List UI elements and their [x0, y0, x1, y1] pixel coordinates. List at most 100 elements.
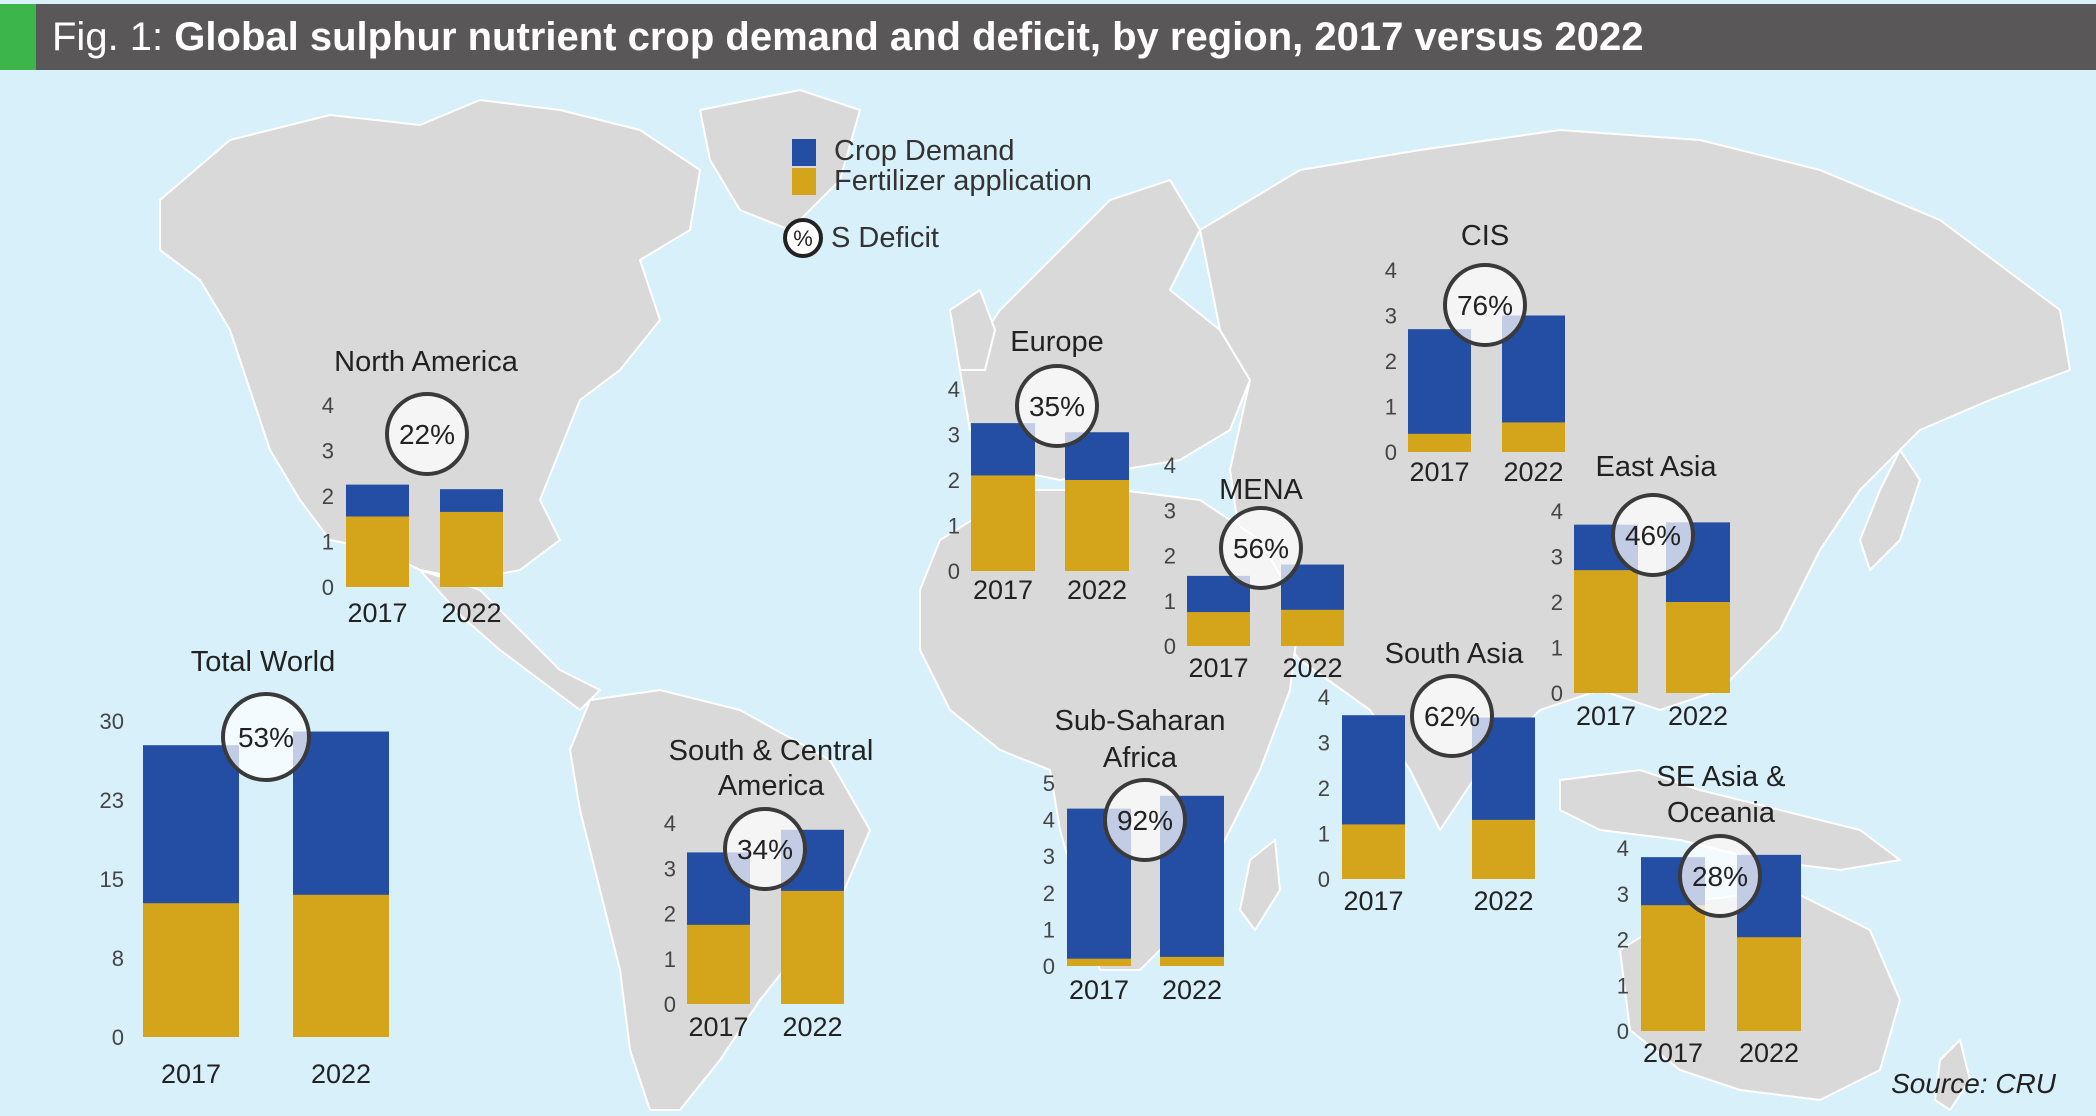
title-accent — [0, 4, 36, 70]
y-tick-label: 2 — [1043, 881, 1055, 906]
y-tick-label: 4 — [322, 393, 334, 418]
y-tick-label: 30 — [100, 709, 124, 734]
bar-fertilizer-2017 — [1408, 433, 1471, 452]
y-tick-label: 4 — [1318, 685, 1330, 710]
y-tick-label: 1 — [1385, 395, 1397, 420]
deficit-circle — [723, 807, 807, 891]
y-tick-label: 3 — [1617, 882, 1629, 907]
bar-fertilizer-2017 — [1574, 570, 1638, 693]
category-label-2022: 2022 — [1503, 457, 1563, 487]
deficit-label: 46% — [1625, 520, 1681, 551]
deficit-circle — [1015, 364, 1099, 448]
y-tick-label: 1 — [1318, 822, 1330, 847]
bar-fertilizer-2017 — [1187, 612, 1250, 646]
y-tick-label: 3 — [1385, 304, 1397, 329]
y-tick-label: 0 — [1617, 1019, 1629, 1044]
y-tick-label: 0 — [664, 992, 676, 1017]
y-tick-label: 4 — [1617, 836, 1629, 861]
region-name: East Asia — [1596, 451, 1718, 483]
y-tick-label: 1 — [1164, 589, 1176, 614]
deficit-circle — [1443, 263, 1527, 347]
deficit-label: 34% — [737, 834, 793, 865]
map-se-asia-islands — [1559, 769, 1901, 871]
chart-mena: 0 1 2 3 4 2017 2022 MENA 56% — [1164, 453, 1344, 683]
deficit-circle — [1103, 778, 1187, 862]
y-tick-label: 2 — [948, 468, 960, 493]
chart-se-asia-and-oceania: 0 1 2 3 4 2017 2022 SE Asia & Oceania 28% — [1617, 761, 1801, 1068]
legend: Crop Demand Fertilizer application % S D… — [783, 135, 1092, 258]
deficit-circle — [1611, 493, 1695, 577]
chart-europe: 0 1 2 3 4 2017 2022 Europe 35% — [948, 326, 1129, 605]
y-tick-label: 4 — [664, 811, 676, 836]
deficit-label: 76% — [1457, 290, 1513, 321]
bar-fertilizer-2022 — [1737, 937, 1801, 1031]
map-new-zealand — [1934, 1039, 1971, 1111]
legend-label-crop-demand: Crop Demand — [834, 135, 1015, 167]
legend-deficit-symbol: % — [793, 226, 813, 251]
legend-swatch-fertilizer — [792, 168, 816, 195]
y-tick-label: 3 — [948, 423, 960, 448]
category-label-2017: 2017 — [347, 598, 407, 628]
bar-fertilizer-2022 — [1160, 956, 1224, 966]
category-label-2017: 2017 — [1576, 701, 1636, 731]
legend-label-fertilizer: Fertilizer application — [834, 165, 1092, 197]
bar-fertilizer-2022 — [1065, 480, 1129, 571]
y-tick-label: 4 — [1551, 499, 1563, 524]
deficit-label: 35% — [1029, 391, 1085, 422]
legend-label-deficit: S Deficit — [831, 222, 939, 254]
deficit-circle — [221, 692, 311, 782]
figure-title-text: Global sulphur nutrient crop demand and … — [174, 15, 1644, 59]
y-tick-label: 2 — [1318, 776, 1330, 801]
deficit-label: 28% — [1692, 861, 1748, 892]
bar-fertilizer-2022 — [1666, 602, 1730, 693]
bar-fertilizer-2017 — [971, 475, 1035, 571]
bar-fertilizer-2022 — [1502, 422, 1565, 452]
legend-deficit-circle — [783, 218, 823, 258]
figure-number: Fig. 1: — [52, 15, 164, 59]
bar-fertilizer-2017 — [1342, 824, 1405, 879]
chart-cis: 0 1 2 3 4 2017 2022 CIS 76% — [1385, 220, 1565, 487]
y-tick-label: 3 — [1043, 844, 1055, 869]
y-tick-label: 23 — [100, 788, 124, 813]
category-label-2022: 2022 — [1067, 575, 1127, 605]
bar-fertilizer-2022 — [781, 890, 844, 1004]
chart-south-asia: 0 1 2 3 4 2017 2022 South Asia 62% — [1318, 638, 1535, 916]
y-tick-label: 0 — [1318, 867, 1330, 892]
category-label-2017: 2017 — [1343, 886, 1403, 916]
bar-fertilizer-2022 — [440, 511, 503, 587]
bar-fertilizer-2017 — [346, 516, 409, 587]
deficit-circle — [1219, 506, 1303, 590]
region-name: North America — [334, 346, 519, 378]
title-bar: Fig. 1: Global sulphur nutrient crop dem… — [0, 4, 2096, 70]
bar-fertilizer-2022 — [1281, 609, 1344, 646]
deficit-label: 53% — [238, 722, 294, 753]
y-tick-label: 0 — [948, 559, 960, 584]
category-label-2017: 2017 — [1188, 653, 1248, 683]
y-tick-label: 1 — [948, 514, 960, 539]
y-tick-label: 3 — [1551, 545, 1563, 570]
y-tick-label: 8 — [112, 946, 124, 971]
bar-fertilizer-2017 — [143, 903, 239, 1037]
deficit-label: 62% — [1424, 701, 1480, 732]
category-label-2017: 2017 — [1643, 1038, 1703, 1068]
y-tick-label: 1 — [322, 530, 334, 555]
chart-south-and-central-america: 0 1 2 3 4 2017 2022 South & Central America 34% — [664, 735, 874, 1042]
y-tick-label: 2 — [1385, 349, 1397, 374]
y-tick-label: 3 — [1318, 731, 1330, 756]
y-tick-label: 2 — [664, 902, 676, 927]
deficit-circle — [1678, 834, 1762, 918]
category-label-2022: 2022 — [311, 1059, 371, 1089]
bar-fertilizer-2022 — [293, 894, 389, 1037]
category-label-2017: 2017 — [688, 1012, 748, 1042]
region-name: MENA — [1219, 474, 1303, 506]
category-label-2017: 2017 — [1409, 457, 1469, 487]
y-tick-label: 15 — [100, 867, 124, 892]
deficit-label: 22% — [399, 419, 455, 450]
y-tick-label: 2 — [1617, 928, 1629, 953]
map-uk — [949, 289, 996, 371]
deficit-label: 92% — [1117, 805, 1173, 836]
y-tick-label: 3 — [322, 439, 334, 464]
y-tick-label: 1 — [664, 947, 676, 972]
